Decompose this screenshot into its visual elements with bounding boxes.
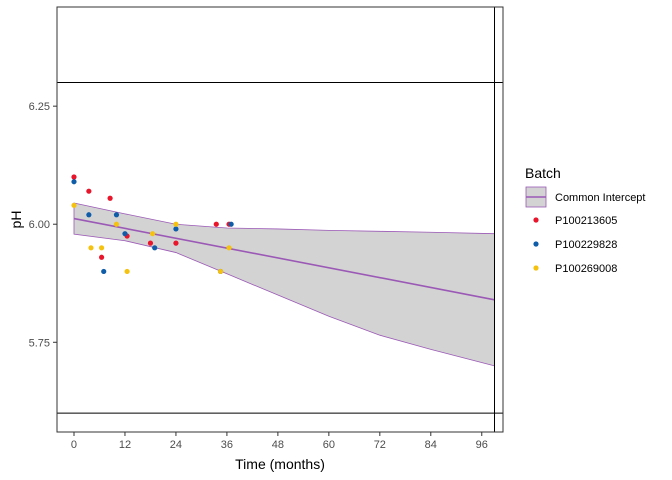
data-point: [101, 268, 107, 275]
confidence-band: [73, 202, 495, 367]
data-point: [122, 231, 128, 237]
legend-key-point: [533, 265, 539, 271]
data-point: [113, 212, 120, 218]
axes: 0 12 24 36 48 60 72 84 96 5.75 6.00 6.25: [29, 6, 504, 451]
x-tick-label: 96: [476, 439, 488, 451]
data-point: [213, 221, 219, 227]
data-point: [226, 245, 232, 251]
data-point: [152, 245, 158, 251]
x-tick-label: 48: [272, 439, 284, 451]
legend-key-point: [533, 217, 539, 223]
legend-key-point: [533, 241, 539, 247]
data-point: [99, 254, 105, 260]
data-point: [86, 188, 92, 194]
legend: Batch Common Intercept P100213605 P1002298…: [525, 165, 645, 275]
x-tick-label: 60: [323, 439, 335, 451]
y-axis-title: pH: [8, 211, 24, 229]
x-tick-label: 36: [221, 439, 233, 451]
data-point: [173, 226, 179, 232]
data-point: [124, 268, 130, 275]
x-tick-label: 84: [425, 439, 437, 451]
data-point: [217, 268, 224, 275]
regression-line: [73, 217, 495, 301]
legend-title: Batch: [525, 165, 561, 181]
data-point: [173, 240, 179, 246]
y-tick-label: 5.75: [29, 337, 50, 349]
x-tick-label: 24: [170, 439, 182, 451]
panel-border: [56, 6, 504, 433]
data-point: [71, 174, 77, 180]
data-point: [228, 221, 234, 227]
data-point: [107, 195, 113, 201]
plot-area: [57, 7, 503, 432]
legend-label: P100269008: [555, 263, 617, 275]
data-point: [86, 212, 92, 218]
x-axis-title: Time (months): [235, 456, 325, 472]
data-point: [149, 231, 156, 237]
y-tick-label: 6.00: [29, 219, 50, 231]
legend-label: P100229828: [555, 239, 617, 251]
data-point: [173, 221, 179, 227]
data-point: [113, 221, 120, 227]
x-tick-label: 72: [374, 439, 386, 451]
legend-label: Common Intercept: [555, 192, 645, 204]
data-point: [71, 202, 77, 208]
y-tick-label: 6.25: [29, 101, 50, 113]
data-point: [147, 240, 154, 246]
x-tick-label: 0: [71, 439, 77, 451]
data-point: [88, 245, 94, 251]
data-point: [99, 245, 105, 251]
legend-label: P100213605: [555, 215, 617, 227]
x-tick-label: 12: [119, 439, 131, 451]
data-point: [71, 179, 77, 185]
